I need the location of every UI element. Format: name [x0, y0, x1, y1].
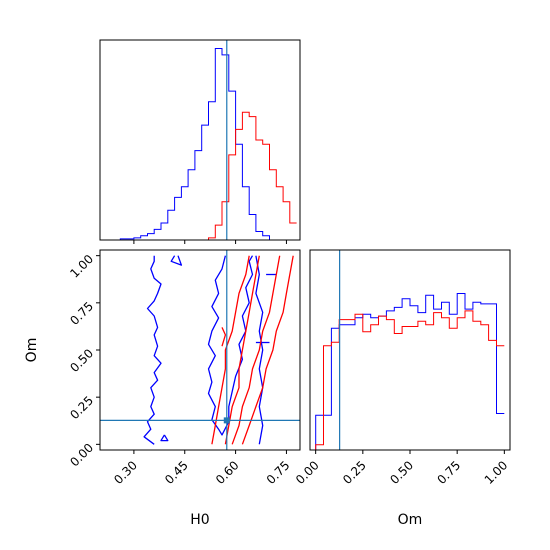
h0-om-contour-s1-1 — [143, 255, 162, 445]
h0-marginal-panel — [99, 39, 301, 244]
h0-om-contour-layer — [143, 255, 294, 445]
om-hist-series-2 — [315, 310, 505, 450]
h0-marginal-frame — [99, 39, 301, 241]
om-hist-series-1 — [315, 293, 505, 450]
h0-om-contour-s2-1 — [211, 255, 250, 445]
h0-om-contour-s1-2 — [170, 255, 183, 266]
h0-om-contour-s1-3 — [160, 434, 169, 442]
h0-om-contour-s1-4 — [207, 255, 254, 436]
h0-hist-series-1 — [100, 48, 297, 241]
h0-om-contour-s1-5 — [255, 255, 264, 445]
h0-om-contour-s2-2 — [224, 255, 260, 445]
h0-om-truth-marker — [223, 417, 230, 424]
om-y-axis-label: Om — [24, 338, 40, 363]
om-x-axis-label: Om — [398, 512, 423, 528]
h0-om-contour-s2-3 — [231, 255, 281, 445]
h0-axis-label: H0 — [190, 512, 209, 528]
h0-om-contour-s2-5 — [221, 327, 227, 347]
om-marginal-frame — [309, 249, 511, 451]
h0-om-contour-s2-4 — [241, 255, 294, 445]
h0-om-contour-frame — [99, 249, 301, 451]
